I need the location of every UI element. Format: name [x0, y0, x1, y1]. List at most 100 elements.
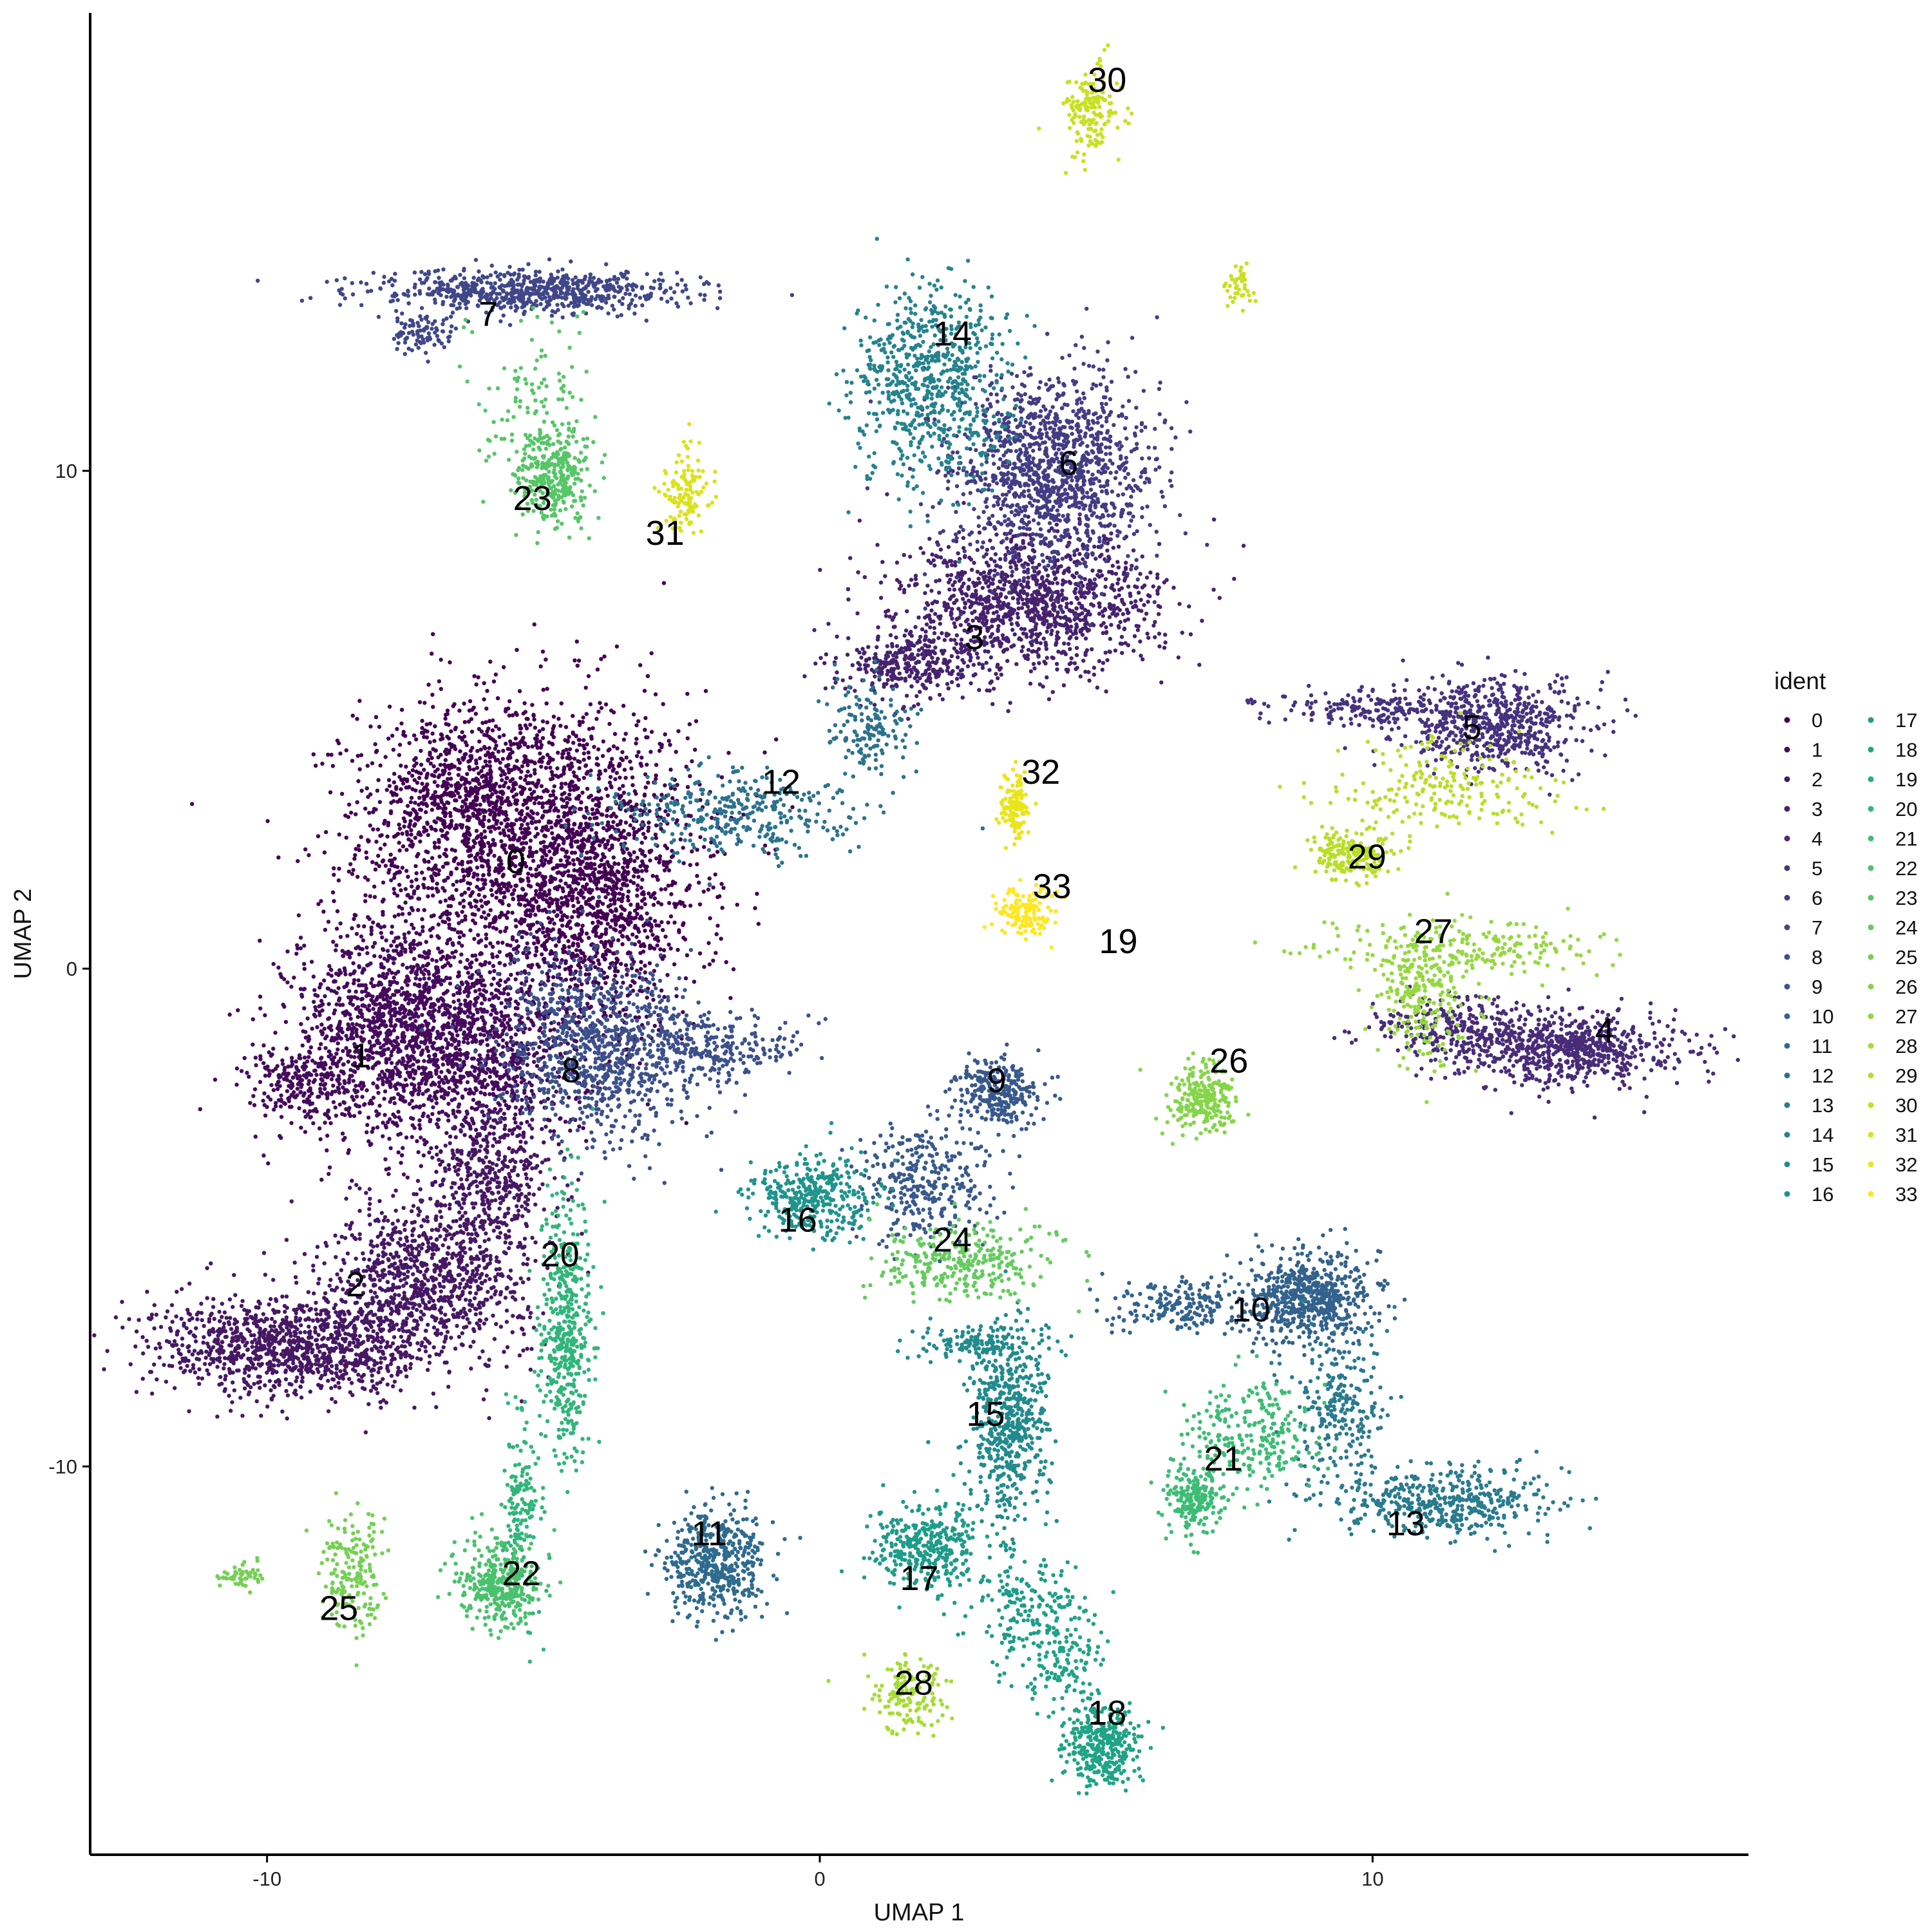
point — [347, 802, 352, 807]
point — [441, 806, 446, 811]
point — [372, 954, 377, 958]
point — [556, 870, 562, 875]
point — [728, 996, 733, 1000]
point — [251, 1042, 255, 1047]
point — [317, 985, 322, 990]
point — [586, 674, 591, 679]
point — [354, 989, 358, 994]
point — [422, 1071, 426, 1075]
point — [366, 838, 370, 842]
point — [545, 900, 549, 904]
point — [668, 914, 674, 919]
point — [688, 813, 693, 819]
point — [526, 883, 531, 888]
point — [582, 751, 586, 756]
point — [504, 741, 508, 746]
point — [502, 831, 507, 836]
point — [314, 1072, 319, 1077]
point — [491, 679, 497, 684]
point — [410, 1123, 415, 1128]
point — [548, 859, 553, 864]
point — [360, 1095, 365, 1099]
point — [632, 925, 637, 930]
point — [581, 837, 586, 842]
point — [314, 763, 318, 768]
point — [352, 1113, 357, 1119]
point — [245, 1070, 249, 1075]
point — [414, 1104, 419, 1109]
point — [417, 795, 422, 800]
point — [566, 861, 571, 866]
point — [566, 869, 571, 873]
point — [465, 1080, 470, 1084]
point — [524, 952, 529, 958]
point — [550, 831, 554, 836]
point — [506, 756, 510, 761]
point — [504, 709, 508, 714]
cluster-0-points — [190, 581, 795, 1155]
point — [603, 845, 608, 850]
point — [672, 962, 677, 967]
point — [513, 884, 518, 888]
point — [459, 893, 464, 897]
point — [622, 857, 627, 862]
point — [512, 1116, 516, 1121]
point — [614, 644, 620, 649]
point — [488, 1075, 492, 1079]
point — [526, 769, 530, 774]
point — [594, 756, 600, 761]
point — [432, 871, 437, 876]
point — [571, 770, 576, 775]
point — [372, 941, 377, 945]
point — [397, 826, 402, 831]
point — [385, 949, 390, 953]
point — [525, 812, 530, 817]
point — [377, 1010, 381, 1015]
point — [663, 809, 668, 813]
point — [596, 822, 600, 827]
point — [371, 827, 375, 832]
point — [486, 1049, 491, 1054]
point — [303, 1036, 308, 1040]
point — [471, 983, 476, 989]
point — [401, 1015, 406, 1019]
point — [353, 853, 357, 858]
point — [536, 864, 541, 869]
point — [422, 825, 426, 830]
point — [348, 955, 352, 960]
point — [539, 764, 544, 769]
point — [565, 818, 569, 823]
point — [402, 819, 407, 824]
point — [607, 877, 611, 882]
point — [379, 961, 384, 967]
point — [411, 807, 415, 812]
point — [448, 660, 452, 665]
point — [350, 1179, 354, 1183]
point — [425, 788, 430, 793]
point — [388, 1023, 393, 1028]
point — [436, 922, 441, 927]
point — [475, 795, 479, 800]
point — [332, 989, 337, 994]
point — [505, 886, 509, 891]
point — [446, 1118, 451, 1123]
point — [366, 878, 370, 882]
point — [534, 900, 538, 904]
point — [450, 951, 455, 955]
point — [376, 853, 381, 858]
point — [706, 887, 711, 892]
point — [410, 879, 414, 884]
point — [435, 1122, 439, 1126]
point — [426, 1028, 430, 1032]
point — [556, 835, 561, 840]
point — [526, 923, 531, 928]
point — [599, 863, 603, 867]
point — [572, 788, 576, 792]
point — [561, 889, 565, 894]
point — [354, 847, 358, 851]
point — [357, 952, 361, 957]
point — [426, 859, 431, 864]
point — [576, 942, 580, 946]
point — [582, 738, 586, 743]
point — [468, 1021, 472, 1026]
